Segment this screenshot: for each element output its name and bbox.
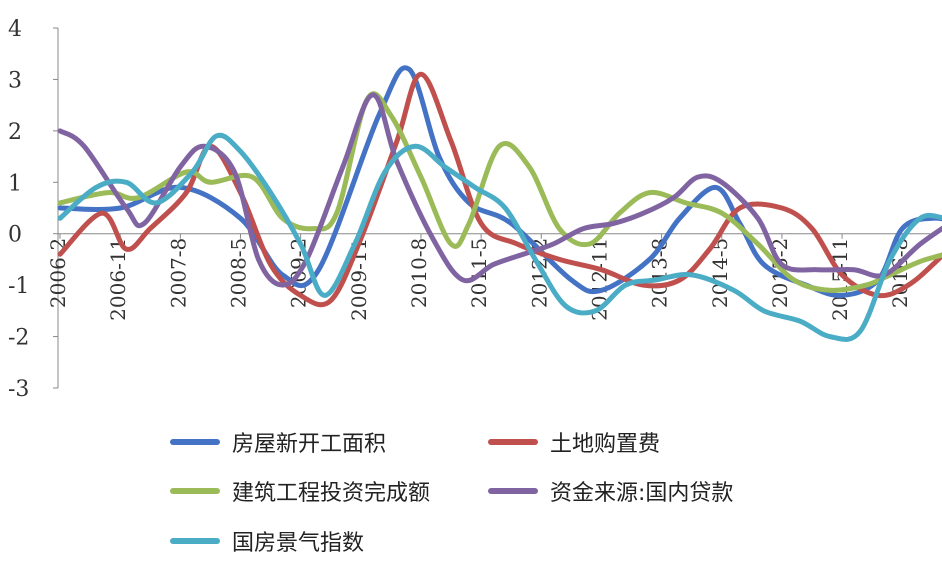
legend-swatch xyxy=(170,439,220,445)
series-line-4 xyxy=(57,132,942,342)
y-tick-label: -3 xyxy=(8,377,29,402)
y-tick-label: 2 xyxy=(8,120,22,145)
legend-label: 国房景气指数 xyxy=(232,531,365,556)
legend-swatch xyxy=(170,488,220,494)
series-line-2 xyxy=(57,91,942,293)
legend: 房屋新开工面积 土地购置费 建筑工程投资完成额 资金来源:国内贷款 国房景气指数 xyxy=(0,415,942,565)
legend-label: 资金来源:国内贷款 xyxy=(550,481,734,506)
x-axis: 2006-2 2006-11 2007-8 2008-5 2009-2 2009-11 20… xyxy=(46,233,930,321)
legend-swatch xyxy=(488,439,538,445)
y-tick-label: -2 xyxy=(8,326,29,351)
y-tick-label: 3 xyxy=(8,68,22,93)
y-tick-label: 4 xyxy=(8,17,22,42)
legend-swatch xyxy=(170,538,220,544)
y-tick-label: 1 xyxy=(8,171,22,196)
legend-label: 土地购置费 xyxy=(550,432,661,457)
series-layer xyxy=(57,65,942,342)
legend-label: 房屋新开工面积 xyxy=(232,432,387,457)
series-line-3 xyxy=(57,92,942,288)
legend-item: 资金来源:国内贷款 xyxy=(488,476,733,506)
x-tick-label: 2010-8 xyxy=(407,238,431,308)
legend-item: 房屋新开工面积 xyxy=(170,427,386,457)
x-tick-label: 2007-8 xyxy=(166,238,190,308)
legend-item: 国房景气指数 xyxy=(170,526,364,556)
y-tick-label: -1 xyxy=(8,274,29,299)
legend-item: 土地购置费 xyxy=(488,427,660,457)
series-line-1 xyxy=(57,71,942,308)
series-line-0 xyxy=(57,65,942,298)
legend-item: 建筑工程投资完成额 xyxy=(170,476,430,506)
y-axis: -3 -2 -1 0 1 2 3 4 xyxy=(8,17,59,402)
y-tick-label: 0 xyxy=(8,223,22,248)
x-tick-label: 2008-5 xyxy=(226,238,250,308)
legend-swatch xyxy=(488,488,538,494)
legend-label: 建筑工程投资完成额 xyxy=(232,481,431,506)
